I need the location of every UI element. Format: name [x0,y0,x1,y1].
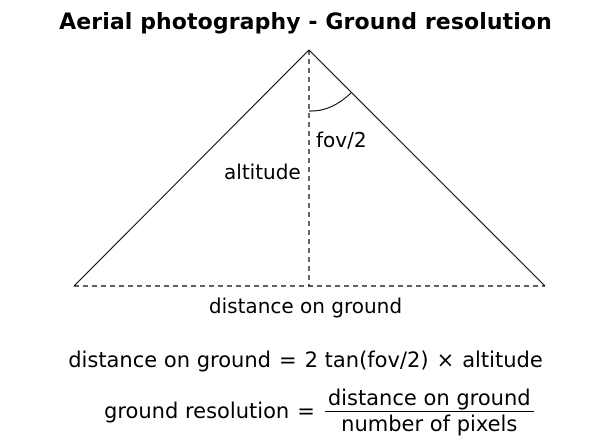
resolution-formula-equals: = [297,399,315,423]
left-side-line [73,49,310,287]
distance-formula-times: × [436,348,455,372]
distance-formula-rhs-part2: altitude [462,348,543,372]
distance-formula-lhs: distance on ground [68,348,272,372]
distance-formula-rhs-part1: 2 tan(fov/2) [304,348,429,372]
resolution-numerator: distance on ground [324,387,534,412]
fov-angle-arc [308,92,352,112]
distance-formula-equals: = [279,348,297,372]
resolution-formula-lhs: ground resolution [104,399,290,423]
resolution-formula: ground resolution = distance on ground n… [104,386,534,436]
right-side-line [308,49,546,287]
resolution-fraction: distance on ground number of pixels [324,387,534,436]
distance-on-ground-label: distance on ground [208,294,403,318]
diagram-title: Aerial photography - Ground resolution [59,10,552,35]
distance-formula: distance on ground = 2 tan(fov/2) × altitude [0,348,611,372]
altitude-label: altitude [224,160,301,184]
resolution-denominator: number of pixels [341,411,518,436]
fov-half-label: fov/2 [316,128,367,152]
